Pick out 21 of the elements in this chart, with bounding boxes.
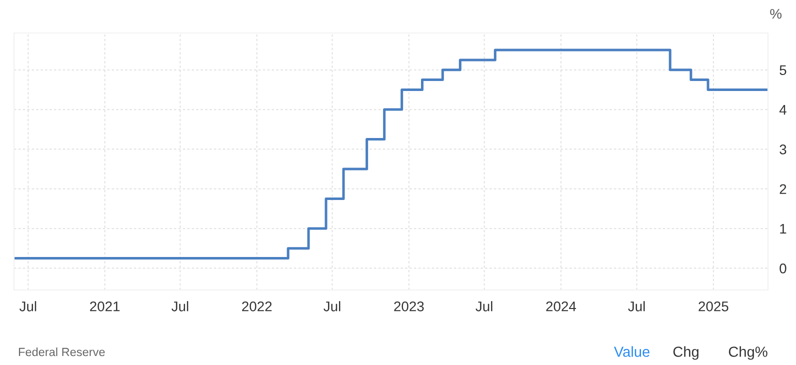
text: Chg <box>673 346 698 360</box>
y-tick-label: 3 <box>780 144 786 154</box>
y-tick-label: 4 <box>779 105 786 115</box>
x-tick-label: 2024 <box>546 301 576 312</box>
x-tick-label: Jul <box>476 301 492 312</box>
y-tick-label: 5 <box>780 65 786 76</box>
x-tick-label: Jul <box>172 301 188 312</box>
text: Chg% <box>728 346 768 360</box>
y-tick-label: 0 <box>780 264 786 274</box>
y-tick-label: 1 <box>780 224 786 234</box>
x-tick-label: 2023 <box>394 301 424 312</box>
x-tick-label: 2021 <box>90 301 120 312</box>
x-tick-label: 2022 <box>242 301 272 312</box>
x-tick-label: Jul <box>324 301 340 312</box>
text: Value <box>614 346 650 357</box>
y-axis-title: % <box>770 8 782 19</box>
text: Federal Reserve <box>18 347 105 356</box>
x-tick-label: Jul <box>20 301 36 312</box>
y-tick-label: 2 <box>780 184 786 194</box>
x-tick-label: Jul <box>628 301 645 312</box>
x-tick-label: 2025 <box>698 301 728 312</box>
